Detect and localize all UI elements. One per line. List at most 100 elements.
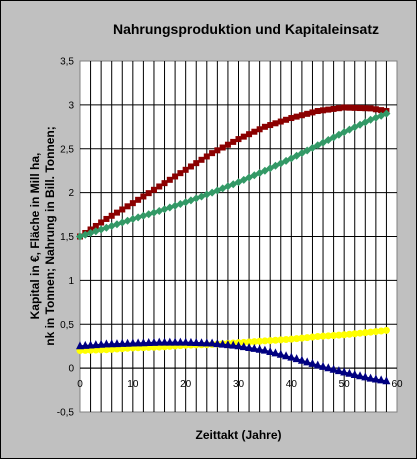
data-point [266, 346, 275, 355]
data-point [271, 348, 280, 357]
data-point [209, 150, 216, 157]
data-point [91, 340, 100, 349]
data-point [267, 122, 274, 129]
data-point [293, 335, 301, 343]
data-point [202, 338, 211, 347]
data-point [378, 107, 385, 114]
data-point [298, 112, 305, 119]
data-point [271, 336, 279, 344]
data-point [112, 339, 121, 348]
x-axis-label: Zeittakt (Jahre) [195, 428, 282, 442]
data-point [314, 333, 322, 341]
y-tick-label: 3,5 [60, 57, 74, 68]
data-point [171, 337, 180, 346]
data-point [340, 331, 348, 339]
data-point [156, 183, 163, 190]
y-tick-label: 0,5 [60, 320, 74, 331]
data-point [177, 170, 184, 177]
data-point [313, 360, 322, 369]
data-point [128, 338, 137, 347]
data-point [186, 337, 195, 346]
data-point [308, 358, 317, 367]
x-tick-label: 50 [339, 379, 351, 390]
x-tick-label: 40 [286, 379, 298, 390]
x-tick-label: 10 [127, 379, 139, 390]
data-point [92, 222, 99, 229]
data-point [256, 337, 264, 345]
data-point [108, 212, 115, 219]
x-tick-label: 0 [77, 379, 83, 390]
data-point [223, 340, 232, 349]
x-tick-label: 20 [180, 379, 192, 390]
data-point [103, 215, 110, 222]
data-point [250, 343, 259, 352]
data-point [172, 173, 179, 180]
data-point [288, 115, 295, 122]
data-point [81, 340, 90, 349]
data-point [123, 338, 132, 347]
chart-title: Nahrungsproduktion und Kapitaleinsatz [112, 21, 379, 37]
data-point [350, 369, 359, 378]
data-point [182, 166, 189, 173]
data-point [351, 330, 359, 338]
data-point [282, 351, 291, 360]
data-point [372, 106, 379, 113]
data-point [134, 338, 143, 347]
data-point [118, 338, 127, 347]
data-point [361, 329, 369, 337]
data-point [372, 328, 380, 336]
data-point [214, 147, 221, 154]
data-point [139, 338, 148, 347]
data-point [246, 131, 253, 138]
data-point [161, 180, 168, 187]
data-point [320, 107, 327, 114]
x-tick-label: 60 [391, 379, 403, 390]
data-point [367, 105, 374, 112]
data-point [356, 329, 364, 337]
data-point [234, 341, 243, 350]
data-point [176, 337, 185, 346]
y-tick-label: 2,5 [60, 144, 74, 155]
data-point [277, 118, 284, 125]
data-point [203, 153, 210, 160]
data-point [144, 338, 153, 347]
data-point [102, 339, 111, 348]
data-point [107, 339, 116, 348]
data-point [287, 352, 296, 361]
data-point [135, 196, 142, 203]
data-point [308, 333, 316, 341]
data-point [251, 128, 258, 135]
x-tick-label: 30 [233, 379, 245, 390]
data-point [329, 364, 338, 373]
data-point [256, 126, 263, 133]
data-point [357, 105, 364, 112]
data-point [330, 105, 337, 112]
data-point [224, 141, 231, 148]
data-point [325, 106, 332, 113]
data-point [187, 163, 194, 170]
data-point [276, 349, 285, 358]
data-point [341, 104, 348, 111]
data-point [366, 373, 375, 382]
data-point [367, 328, 375, 336]
data-point [330, 331, 338, 339]
data-point [382, 109, 391, 118]
data-point [102, 346, 110, 354]
data-point [319, 332, 327, 340]
data-point [371, 374, 380, 383]
data-point [219, 144, 226, 151]
data-point [255, 344, 264, 353]
data-point [192, 338, 201, 347]
data-point [181, 337, 190, 346]
data-point [108, 345, 116, 353]
data-point [335, 105, 342, 112]
data-point [124, 203, 131, 210]
data-point [197, 338, 206, 347]
data-point [129, 200, 136, 207]
data-point [229, 340, 238, 349]
data-point [98, 219, 105, 226]
data-point [245, 342, 254, 351]
data-point [230, 138, 237, 145]
data-point [324, 363, 333, 372]
